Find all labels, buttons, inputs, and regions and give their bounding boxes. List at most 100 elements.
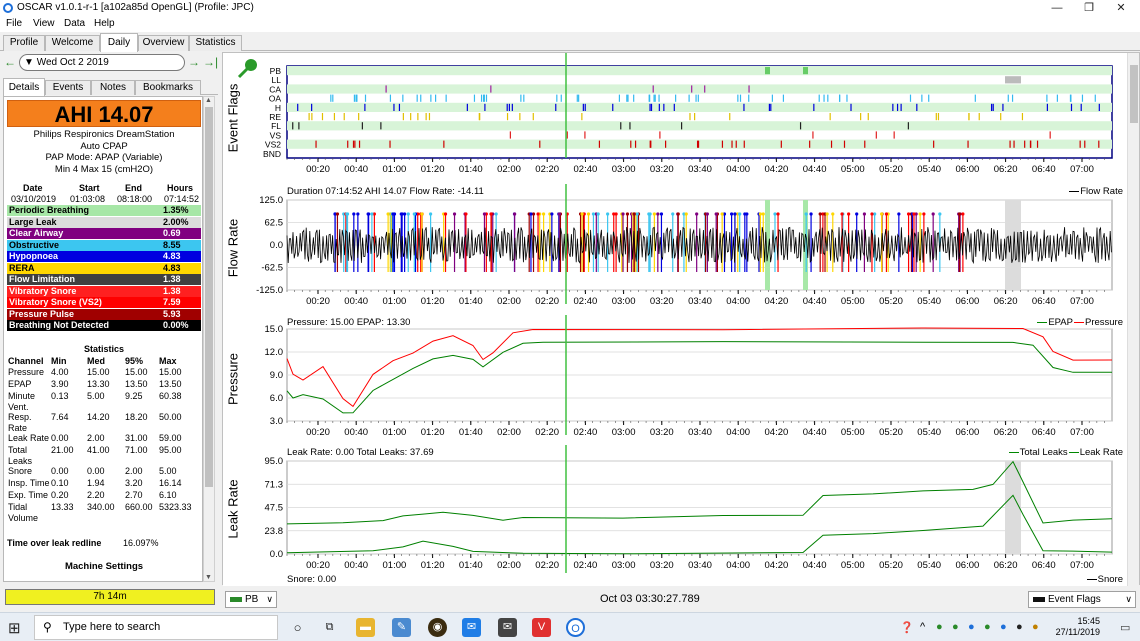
tray-icon[interactable]: ● (952, 621, 959, 633)
event-row[interactable]: Periodic Breathing 1.35% (7, 205, 201, 216)
tab-profile[interactable]: Profile (3, 35, 45, 51)
flow-rate-plot[interactable]: 125.0 62.5 0.0 -62.5 -125.0 00:20 00:40 01:00 01… (223, 184, 1127, 312)
leak-rate-plot[interactable]: 95.0 71.3 47.5 23.8 0.0 00:20 00:40 01:00 01:20 0… (223, 445, 1127, 573)
notifications-icon[interactable]: ▭ (1120, 622, 1131, 634)
flow-event-dot (621, 212, 625, 216)
taskbar-search[interactable]: ⚲ Type here to search (34, 615, 278, 640)
event-row[interactable]: RERA 4.83 (7, 262, 201, 274)
event-row[interactable]: Hypopnoea 4.83 (7, 251, 201, 262)
pb-span (803, 67, 808, 75)
event-row[interactable]: Breathing Not Detected 0.00% (7, 320, 201, 331)
date-picker[interactable]: ▼ Wed Oct 2 2019 (19, 54, 185, 71)
tab-bookmarks[interactable]: Bookmarks (135, 80, 201, 95)
graph-scrollbar[interactable] (1127, 53, 1139, 586)
flow-event-dot (776, 212, 780, 216)
scroll-thumb[interactable] (205, 107, 213, 487)
leak-rate-pane[interactable]: Leak Rate 95.0 71.3 47.5 23.8 0.0 00:20 00:40 0… (223, 445, 1127, 573)
event-row[interactable]: Clear Airway 0.69 (7, 228, 201, 239)
vivaldi-icon[interactable]: V (532, 618, 551, 637)
time-tick-label: 00:20 (306, 427, 330, 438)
messenger-icon[interactable]: ✉ (462, 618, 481, 637)
tab-overview[interactable]: Overview (138, 35, 189, 51)
menu-view[interactable]: View (33, 18, 55, 29)
y-tick-label: -125.0 (256, 285, 283, 296)
flow-event-dot (464, 212, 468, 216)
time-tick-label: 06:00 (956, 560, 980, 571)
file-explorer-icon[interactable]: ▬ (356, 618, 375, 637)
tab-notes[interactable]: Notes (91, 80, 135, 95)
time-tick-label: 04:00 (726, 164, 750, 175)
statistics-cell: 0.13 (51, 391, 69, 401)
snore-pane[interactable]: Snore: 0.00 Snore (223, 574, 1127, 586)
help-tray-icon[interactable]: ❓ (900, 622, 914, 634)
tab-details[interactable]: Details (3, 78, 45, 96)
event-type-combo[interactable]: PB ∨ (225, 591, 277, 608)
flow-event-dot (722, 212, 727, 216)
flag-channel-label: BND (263, 149, 281, 159)
time-tick-label: 06:20 (994, 560, 1018, 571)
flag-row-band (287, 121, 1112, 131)
flow-event-dot (705, 212, 709, 216)
oscar-taskbar-icon[interactable]: O (566, 618, 585, 637)
mail-icon[interactable]: ✉ (498, 618, 517, 637)
tab-statistics[interactable]: Statistics (189, 35, 242, 51)
flow-event-dot (922, 212, 926, 216)
pressure-pane[interactable]: Pressure 15.0 12.0 9.0 6.0 3.0 00:20 00:40 01:0… (223, 315, 1127, 443)
tray-icon[interactable]: ● (1032, 621, 1039, 633)
event-name: Pressure Pulse (9, 308, 75, 319)
event-row[interactable]: Obstructive 8.55 (7, 239, 201, 251)
flow-rate-pane[interactable]: Flow Rate 125.0 62.5 0.0 -62.5 -125.0 00:20 00… (223, 184, 1127, 312)
flow-event-dot (400, 212, 404, 216)
taskbar-clock[interactable]: 15:45 27/11/2019 (1056, 616, 1100, 638)
app-icon[interactable]: ◉ (428, 618, 447, 637)
statistics-cell: 7.64 (51, 412, 69, 422)
tray-icon[interactable]: ● (984, 621, 991, 633)
statistics-cell: 15.00 (87, 367, 110, 377)
time-tick-label: 01:40 (459, 427, 483, 438)
scroll-up-icon[interactable]: ▲ (205, 97, 212, 104)
last-day-arrow-icon[interactable]: →| (203, 55, 219, 69)
cortana-icon[interactable]: ○ (293, 620, 302, 635)
notepad-icon[interactable]: ✎ (392, 618, 411, 637)
menu-help[interactable]: Help (94, 18, 115, 29)
task-view-icon[interactable]: ⧉ (325, 621, 334, 633)
tray-icon[interactable]: ● (936, 621, 943, 633)
graph-selector-combo[interactable]: Event Flags ∨ (1028, 591, 1136, 608)
details-scrollbar[interactable]: ▲ ▼ (203, 96, 215, 582)
tray-arrow-icon[interactable]: ^ (920, 621, 926, 633)
tray-icon[interactable]: ● (968, 621, 975, 633)
windows-start-icon[interactable]: ⊞ (8, 620, 21, 637)
tray-icon[interactable]: ● (1016, 621, 1023, 633)
minimize-button[interactable]: — (1051, 2, 1063, 14)
machine-settings-heading[interactable]: Machine Settings (64, 561, 144, 572)
statistics-cell: Snore (8, 466, 33, 476)
time-tick-label: 01:40 (459, 560, 483, 571)
menu-data[interactable]: Data (64, 18, 86, 29)
menu-file[interactable]: File (6, 18, 23, 29)
graph-scroll-thumb[interactable] (1130, 65, 1138, 123)
y-tick-label: 71.3 (265, 479, 284, 490)
event-row[interactable]: Pressure Pulse 5.93 (7, 308, 201, 320)
event-name: Periodic Breathing (9, 205, 90, 215)
flow-event-dot (870, 212, 874, 216)
event-row[interactable]: Vibratory Snore (VS2) 7.59 (7, 297, 201, 308)
event-flags-pane[interactable]: Event Flags PB LL CA OA H RE FL VS VS2 BND 00:20 00… (223, 53, 1127, 183)
maximize-button[interactable]: ❐ (1084, 2, 1094, 14)
prev-day-arrow-icon[interactable]: ← (4, 55, 16, 69)
scroll-down-icon[interactable]: ▼ (205, 574, 212, 581)
machine-line: Philips Respironics DreamStation (33, 129, 175, 140)
time-tick-label: 04:00 (726, 296, 750, 307)
pressure-plot[interactable]: 15.0 12.0 9.0 6.0 3.0 00:20 00:40 01:00 01:20 01:… (223, 315, 1127, 443)
event-row[interactable]: Flow Limitation 1.38 (7, 274, 201, 285)
tray-icon[interactable]: ● (1000, 621, 1007, 633)
flow-event-dot (733, 212, 737, 216)
flow-event-dot (773, 212, 777, 216)
next-day-arrow-icon[interactable]: → (188, 55, 200, 69)
tab-events[interactable]: Events (45, 80, 91, 95)
event-row[interactable]: Vibratory Snore 1.38 (7, 285, 201, 297)
close-button[interactable]: ✕ (1116, 2, 1126, 14)
event-row[interactable]: Large Leak 2.00% (7, 216, 201, 228)
tab-daily[interactable]: Daily (100, 33, 138, 52)
tab-welcome[interactable]: Welcome (45, 35, 100, 51)
